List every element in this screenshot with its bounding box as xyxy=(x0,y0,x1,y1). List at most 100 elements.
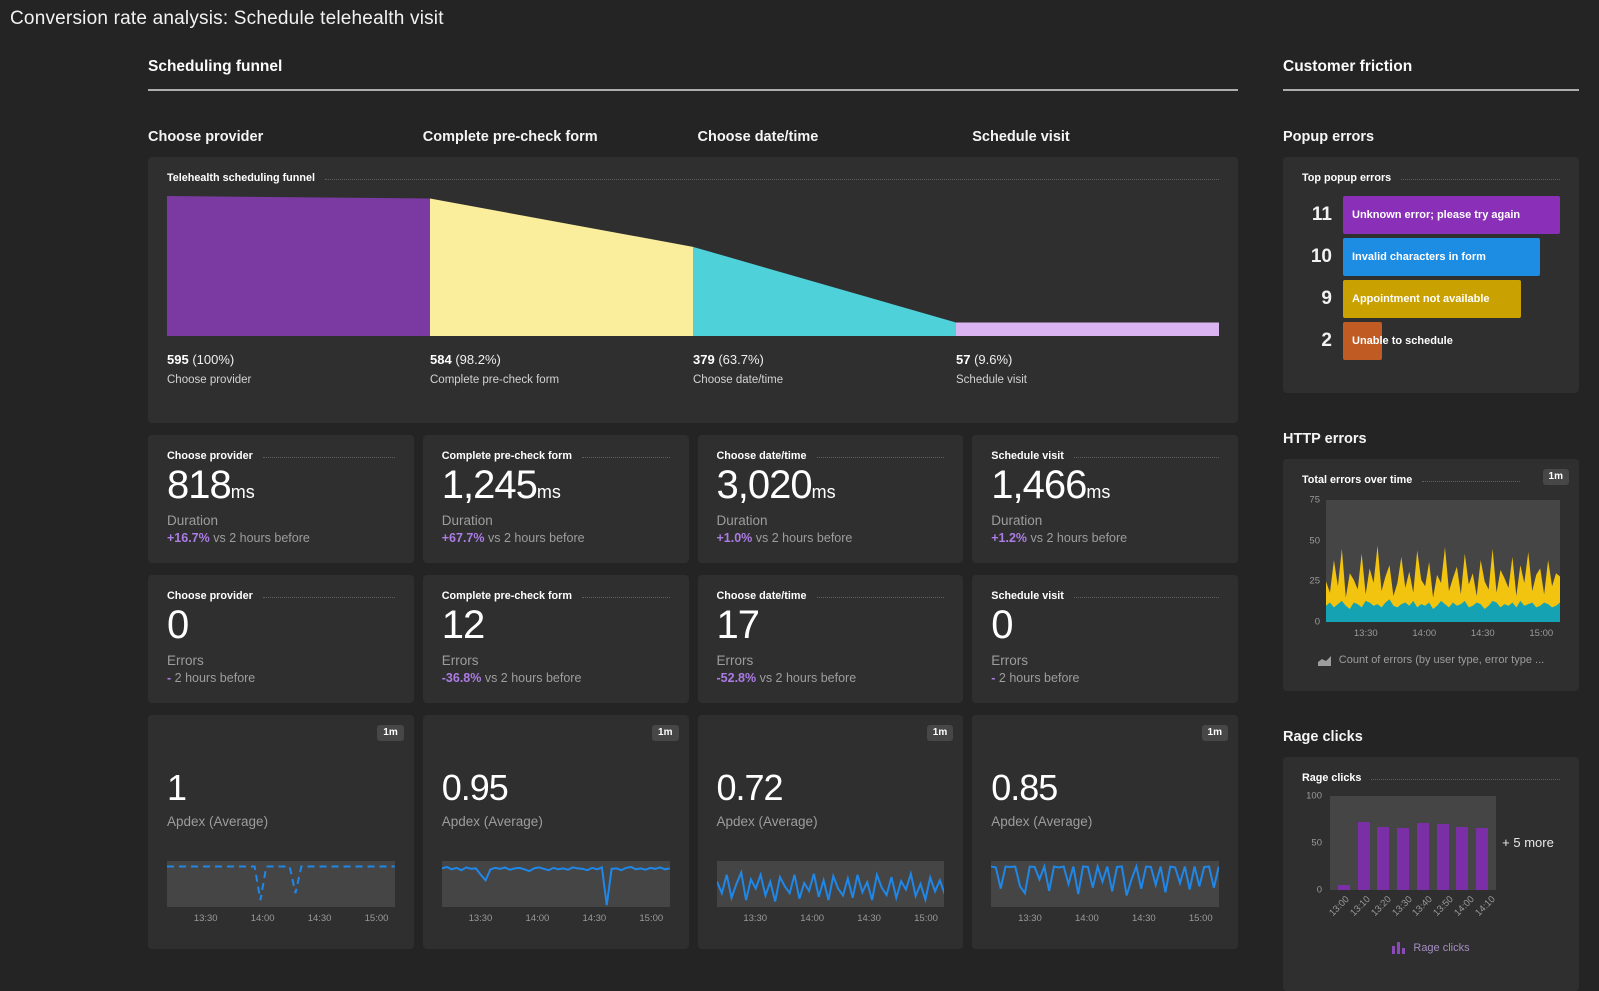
http-errors-x-axis: 13:30 14:00 14:30 15:00 xyxy=(1326,626,1560,640)
rage-clicks-bar[interactable] xyxy=(1476,827,1489,890)
x-axis-tick: 14:30 xyxy=(1470,628,1495,639)
duration-metric-label: Duration xyxy=(167,513,219,528)
duration-cards-row: Choose provider 818ms Duration +16.7% vs 2 … xyxy=(148,435,1238,563)
time-window-badge: 1m xyxy=(1542,469,1569,485)
duration-card[interactable]: Schedule visit 1,466ms Duration +1.2% vs 2 … xyxy=(972,435,1238,563)
rage-clicks-bar[interactable] xyxy=(1456,827,1469,890)
funnel-chart-card[interactable]: Telehealth scheduling funnel 595 (100%) C… xyxy=(148,157,1238,423)
rage-clicks-x-axis: 13:00 13:10 13:20 13:30 13:40 13:50 14:00 14:10 xyxy=(1328,890,1560,928)
errors-metric-label: Errors xyxy=(716,653,754,668)
x-axis-tick: 13:30 xyxy=(1353,628,1378,639)
http-errors-card[interactable]: 1m Total errors over time 75 50 25 0 13:30 1… xyxy=(1283,459,1579,691)
funnel-step-labels: 595 (100%) Choose provider 584 (98.2%) Comp… xyxy=(167,352,1219,386)
popup-error-item[interactable]: 9 Appointment not available xyxy=(1302,280,1560,318)
funnel-step-name: Choose date/time xyxy=(693,374,784,386)
rage-clicks-legend: Rage clicks xyxy=(1302,942,1560,954)
errors-card[interactable]: Choose provider 0 Errors - 2 hours before xyxy=(148,575,414,703)
apdex-card[interactable]: 1m 0.85 Apdex (Average) 13:30 14:00 14:30 15:0… xyxy=(972,715,1238,949)
popup-error-item[interactable]: 2 Unable to schedule xyxy=(1302,322,1560,360)
rage-clicks-card[interactable]: Rage clicks 100 50 0 + 5 more 13:00 13:10 13… xyxy=(1283,757,1579,991)
apdex-metric-label: Apdex (Average) xyxy=(991,814,1093,829)
errors-card[interactable]: Schedule visit 0 Errors - 2 hours before xyxy=(972,575,1238,703)
funnel-column-header: Complete pre-check form xyxy=(422,129,598,145)
apdex-cards-row: 1m 1 Apdex (Average) 13:30 14:00 14:30 15:00 1m… xyxy=(148,715,1238,949)
rage-clicks-legend-label: Rage clicks xyxy=(1413,942,1470,954)
errors-delta: - 2 hours before xyxy=(167,671,256,685)
apdex-card[interactable]: 1m 0.95 Apdex (Average) 13:30 14:00 14:30 15:0… xyxy=(422,715,689,949)
popup-errors-card-title: Top popup errors xyxy=(1302,172,1392,184)
popup-error-item[interactable]: 11 Unknown error; please try again xyxy=(1302,196,1560,234)
apdex-x-axis: 13:30 14:00 14:30 15:00 xyxy=(167,911,395,925)
rage-clicks-bar[interactable] xyxy=(1337,885,1350,890)
apdex-card[interactable]: 1m 0.72 Apdex (Average) 13:30 14:00 14:30 15:0… xyxy=(697,715,964,949)
y-axis-tick: 75 xyxy=(1309,494,1320,506)
http-errors-area-chart[interactable] xyxy=(1326,500,1560,622)
apdex-x-axis: 13:30 14:00 14:30 15:00 xyxy=(991,911,1219,925)
x-axis-tick: 14:00 xyxy=(525,913,550,924)
http-errors-heading: HTTP errors xyxy=(1283,431,1367,447)
duration-delta: +67.7% vs 2 hours before xyxy=(441,531,585,545)
delta-percent: +1.0% xyxy=(716,531,753,545)
rage-clicks-bar[interactable] xyxy=(1357,822,1370,890)
apdex-card[interactable]: 1m 1 Apdex (Average) 13:30 14:00 14:30 15:00 xyxy=(148,715,414,949)
apdex-sparkline-chart[interactable] xyxy=(441,861,670,907)
x-axis-tick: 14:00 xyxy=(250,913,275,924)
http-errors-legend-label: Count of errors (by user type, error typ… xyxy=(1338,654,1545,666)
rage-clicks-bar[interactable] xyxy=(1436,824,1449,890)
http-errors-series-total xyxy=(1326,545,1560,622)
x-axis-tick: 15:00 xyxy=(914,913,938,924)
rage-clicks-bar[interactable] xyxy=(1416,823,1429,890)
duration-card-title: Complete pre-check form xyxy=(441,450,572,462)
funnel-segment-4[interactable] xyxy=(956,322,1219,336)
errors-metric-label: Errors xyxy=(991,653,1028,668)
funnel-step-name: Complete pre-check form xyxy=(430,374,560,386)
bar-chart-icon xyxy=(1392,942,1406,954)
rage-clicks-more-label[interactable]: + 5 more xyxy=(1502,835,1554,851)
errors-delta: - 2 hours before xyxy=(991,671,1080,685)
popup-error-bar[interactable] xyxy=(1343,238,1541,276)
rage-clicks-bar-chart[interactable] xyxy=(1330,796,1496,890)
duration-card[interactable]: Choose date/time 3,020ms Duration +1.0% vs … xyxy=(697,435,964,563)
duration-card[interactable]: Complete pre-check form 1,245ms Duration +6… xyxy=(422,435,689,563)
errors-value: 0 xyxy=(991,603,1013,647)
errors-card-title: Schedule visit xyxy=(991,590,1064,602)
duration-card[interactable]: Choose provider 818ms Duration +16.7% vs 2 … xyxy=(148,435,414,563)
popup-error-count: 11 xyxy=(1311,204,1332,225)
popup-error-count: 10 xyxy=(1310,246,1332,267)
apdex-sparkline-chart[interactable] xyxy=(991,861,1219,907)
rage-clicks-bar[interactable] xyxy=(1397,827,1410,890)
errors-card[interactable]: Complete pre-check form 12 Errors -36.8% vs… xyxy=(422,575,689,703)
funnel-segment-2[interactable] xyxy=(430,198,693,336)
funnel-segment-3[interactable] xyxy=(693,246,956,336)
popup-errors-card[interactable]: Top popup errors 11 Unknown error; please… xyxy=(1283,157,1579,393)
rage-clicks-card-title: Rage clicks xyxy=(1302,772,1362,784)
apdex-metric-label: Apdex (Average) xyxy=(167,814,269,829)
popup-error-bar[interactable] xyxy=(1343,196,1560,234)
funnel-chart[interactable] xyxy=(167,196,1219,336)
apdex-metric-label: Apdex (Average) xyxy=(716,814,818,829)
errors-card[interactable]: Choose date/time 17 Errors -52.8% vs 2 hour… xyxy=(697,575,964,703)
title-rule xyxy=(581,456,670,458)
time-window-badge: 1m xyxy=(926,725,954,741)
funnel-step-name: Schedule visit xyxy=(956,374,1027,386)
funnel-step-name: Choose provider xyxy=(167,374,252,386)
delta-percent: -52.8% xyxy=(716,671,757,685)
apdex-value: 0.85 xyxy=(991,767,1058,808)
popup-error-bar[interactable] xyxy=(1343,322,1383,360)
apdex-x-axis: 13:30 14:00 14:30 15:00 xyxy=(717,911,945,925)
rage-clicks-bar[interactable] xyxy=(1377,827,1390,890)
popup-error-label: Appointment not available xyxy=(1352,293,1490,305)
popup-error-bar[interactable] xyxy=(1343,280,1521,318)
value-unit: ms xyxy=(1086,482,1111,502)
errors-value: 12 xyxy=(441,603,485,647)
popup-error-label: Invalid characters in form xyxy=(1352,251,1486,263)
x-axis-tick: 15:00 xyxy=(364,913,389,924)
duration-metric-label: Duration xyxy=(441,513,493,528)
popup-error-item[interactable]: 10 Invalid characters in form xyxy=(1302,238,1560,276)
value-unit: ms xyxy=(230,482,255,502)
http-errors-y-axis: 75 50 25 0 xyxy=(1302,495,1326,628)
apdex-sparkline-chart[interactable] xyxy=(167,861,395,907)
apdex-sparkline-chart[interactable] xyxy=(716,861,945,907)
funnel-segment-1[interactable] xyxy=(167,196,430,336)
funnel-step-count: 379 (63.7%) xyxy=(693,352,764,367)
